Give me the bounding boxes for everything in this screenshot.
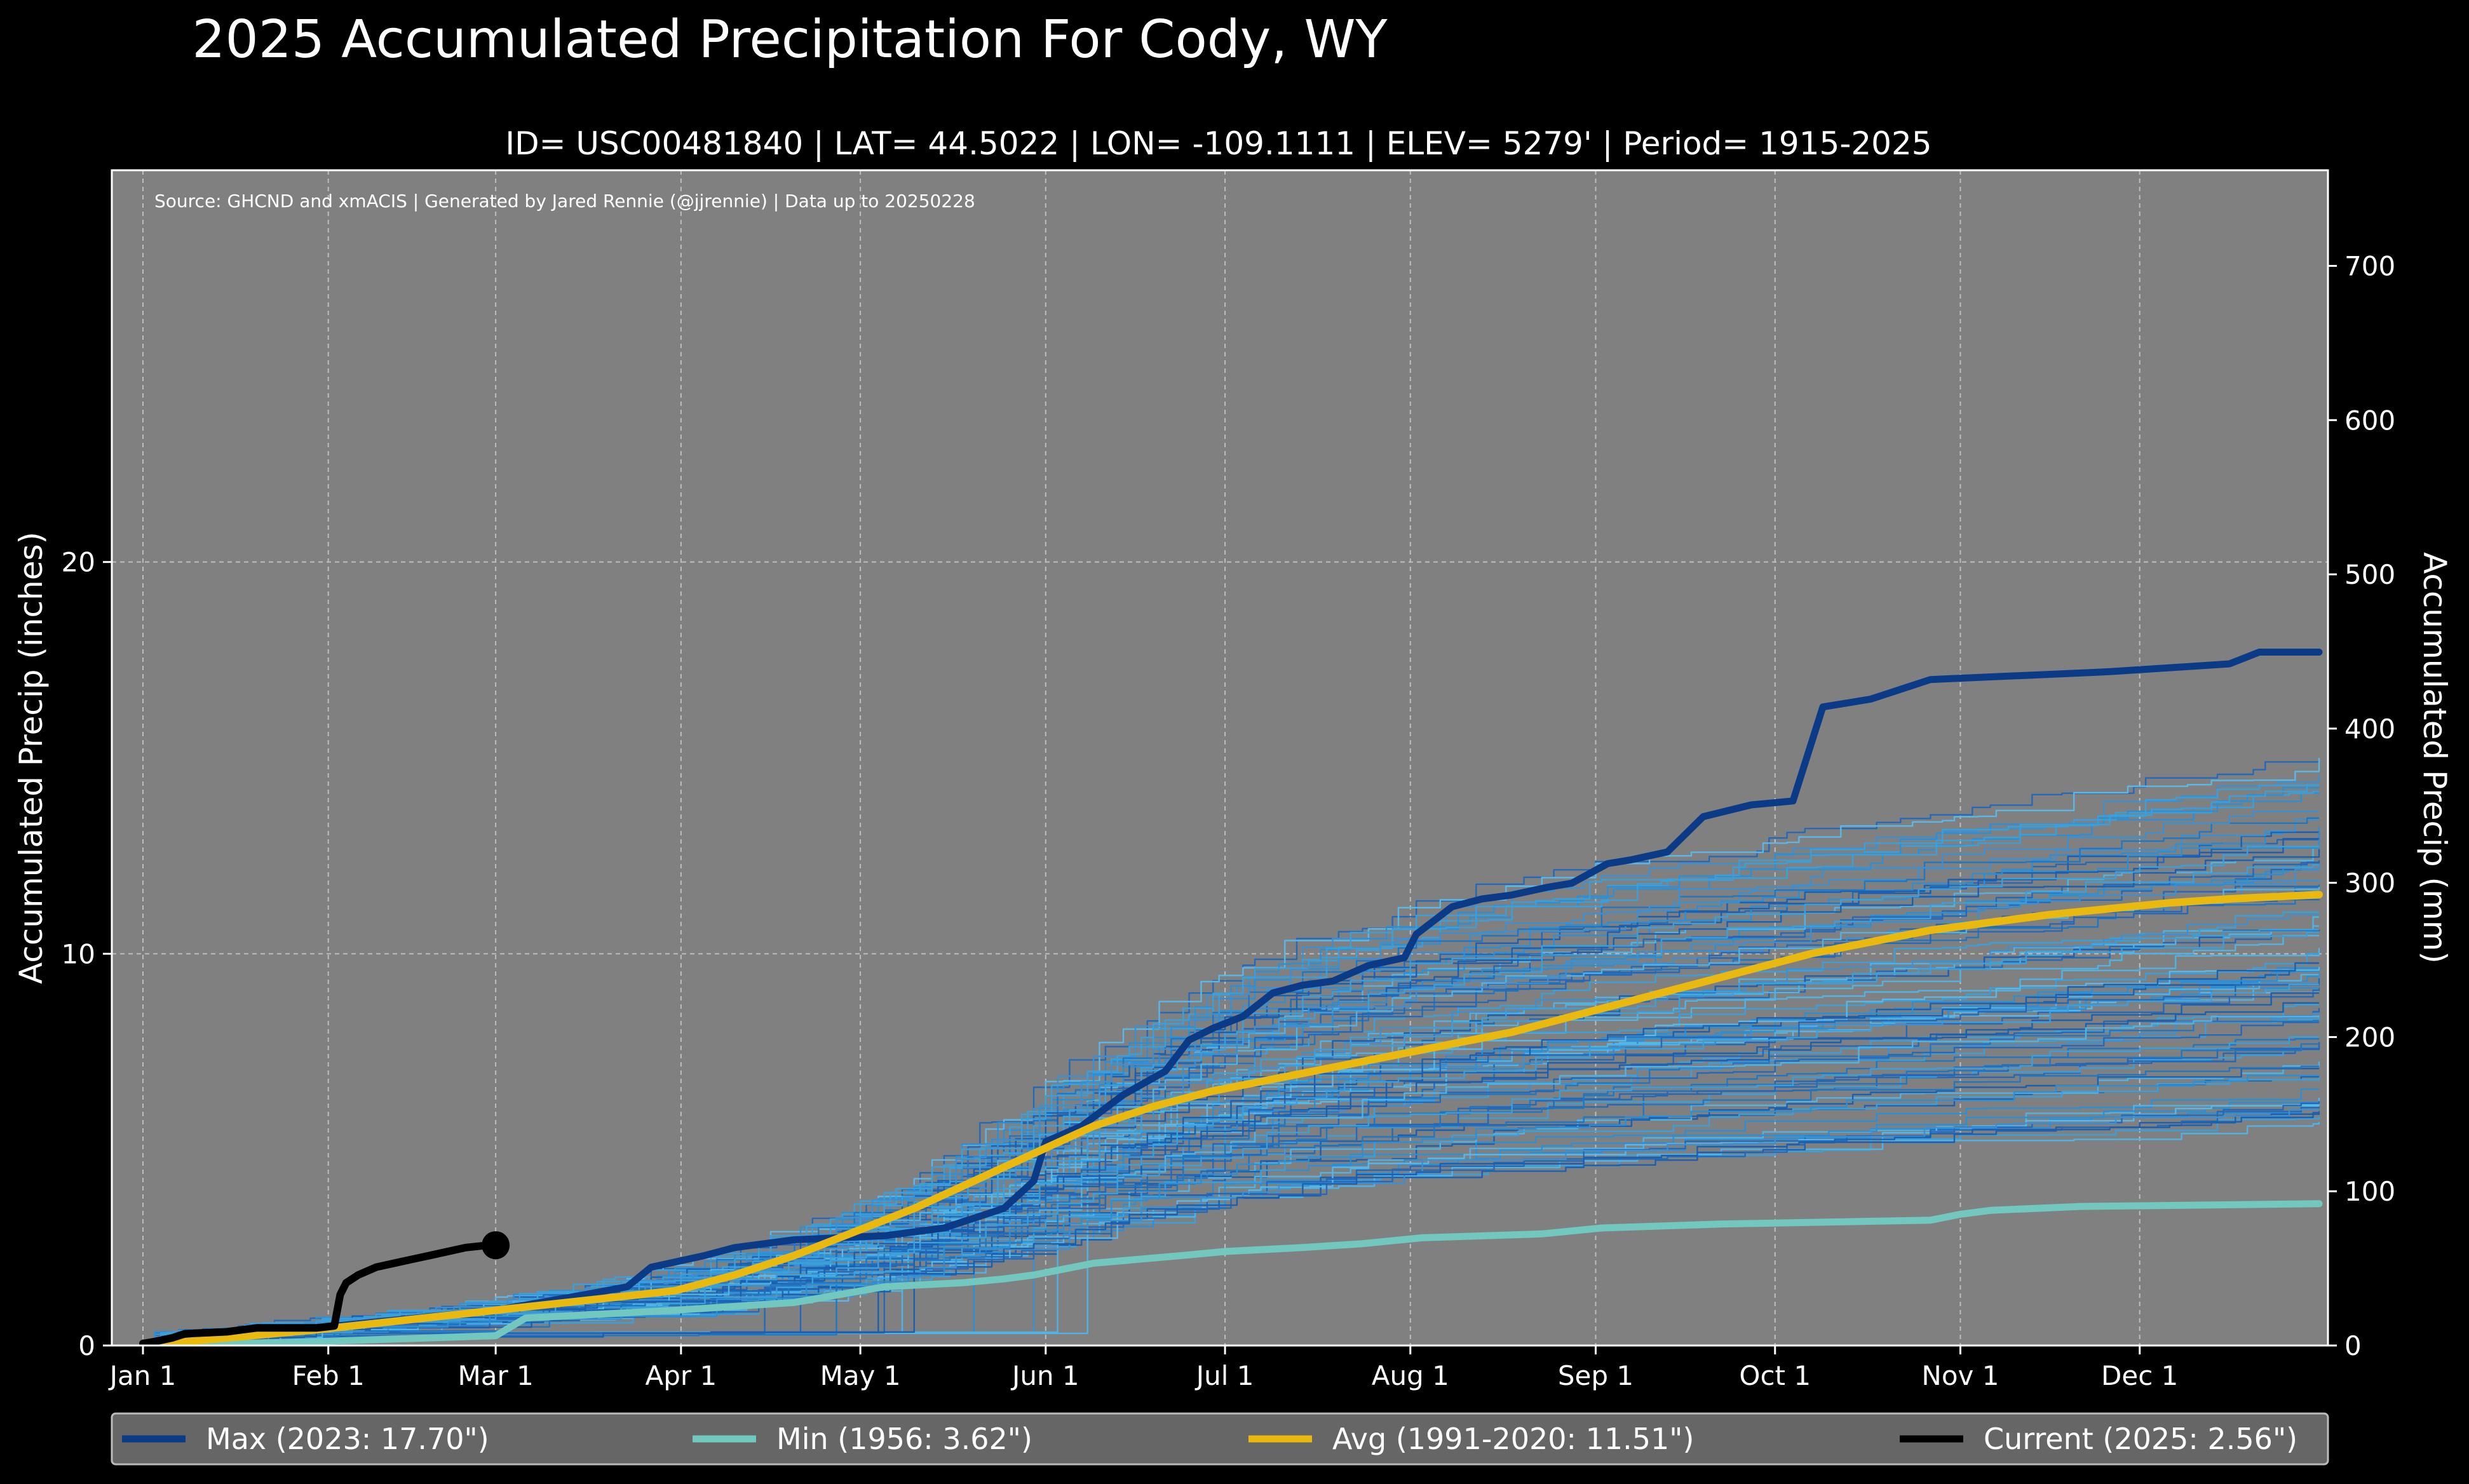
- y-left-tick-label: 10: [62, 938, 95, 969]
- plot-frame: [111, 169, 2329, 1347]
- legend-label: Min (1956: 3.62"): [776, 1422, 1032, 1456]
- x-tick-label: Jul 1: [1194, 1360, 1254, 1391]
- x-tick-label: Jun 1: [1010, 1360, 1079, 1391]
- historical-year-line: [143, 811, 2319, 1346]
- legend-label: Avg (1991-2020: 11.51"): [1332, 1422, 1694, 1456]
- historical-year-line: [143, 1020, 2319, 1346]
- x-tick-label: Jan 1: [108, 1360, 177, 1391]
- legend: Max (2023: 17.70") Min (1956: 3.62") Avg (…: [122, 1422, 2297, 1456]
- y-right-tick-label: 600: [2344, 405, 2395, 436]
- y-left-tick-label: 20: [62, 547, 95, 578]
- x-axis-ticks: Jan 1 Feb 1 Mar 1 Apr 1 May 1 Jun 1 Jul 1 Aug 1…: [108, 1346, 2178, 1391]
- min-series-line: [139, 1200, 2323, 1346]
- x-tick-label: Dec 1: [2101, 1360, 2178, 1391]
- historical-year-line: [143, 1002, 2319, 1346]
- legend-box: [111, 1412, 2329, 1466]
- y-right-tick-label: 400: [2344, 713, 2395, 745]
- y-axis-left-ticks: 0 10 20: [62, 547, 112, 1361]
- y-axis-right-ticks: 0 100 200 300 400 500 600 700: [2328, 251, 2395, 1361]
- x-tick-label: May 1: [820, 1360, 901, 1391]
- legend-label: Current (2025: 2.56"): [1984, 1422, 2297, 1456]
- historical-year-line: [143, 846, 2319, 1346]
- historical-year-line: [143, 983, 2319, 1346]
- chart-subtitle: ID= USC00481840 | LAT= 44.5022 | LON= -1…: [505, 125, 1931, 162]
- max-series-line: [139, 649, 2323, 1346]
- main-series: [139, 649, 2323, 1346]
- y-right-tick-label: 200: [2344, 1022, 2395, 1053]
- gridlines: [112, 170, 2328, 1346]
- current-value-marker: [482, 1231, 510, 1260]
- x-tick-label: Apr 1: [645, 1360, 717, 1391]
- y-right-tick-label: 0: [2344, 1330, 2362, 1361]
- historical-year-line: [143, 962, 2319, 1346]
- y-right-tick-label: 500: [2344, 559, 2395, 590]
- current-series-line: [139, 1241, 500, 1346]
- chart-title: 2025 Accumulated Precipitation For Cody,…: [192, 10, 1388, 70]
- x-tick-label: Sep 1: [1558, 1360, 1634, 1391]
- y-right-tick-label: 100: [2344, 1176, 2395, 1207]
- x-tick-label: Nov 1: [1921, 1360, 1999, 1391]
- x-tick-label: Aug 1: [1372, 1360, 1449, 1391]
- y-axis-left-label: Accumulated Precip (inches): [13, 532, 50, 984]
- historical-year-line: [143, 758, 2320, 1346]
- source-note: Source: GHCND and xmACIS | Generated by …: [154, 191, 975, 212]
- legend-label: Max (2023: 17.70"): [206, 1422, 489, 1456]
- x-tick-label: Oct 1: [1739, 1360, 1811, 1391]
- y-right-tick-label: 700: [2344, 251, 2395, 282]
- y-axis-right-label: Accumulated Precip (mm): [2416, 552, 2453, 964]
- y-right-tick-label: 300: [2344, 868, 2395, 899]
- y-left-tick-label: 0: [78, 1330, 95, 1361]
- avg-series-line: [139, 891, 2323, 1346]
- x-tick-label: Mar 1: [457, 1360, 533, 1391]
- x-tick-label: Feb 1: [292, 1360, 364, 1391]
